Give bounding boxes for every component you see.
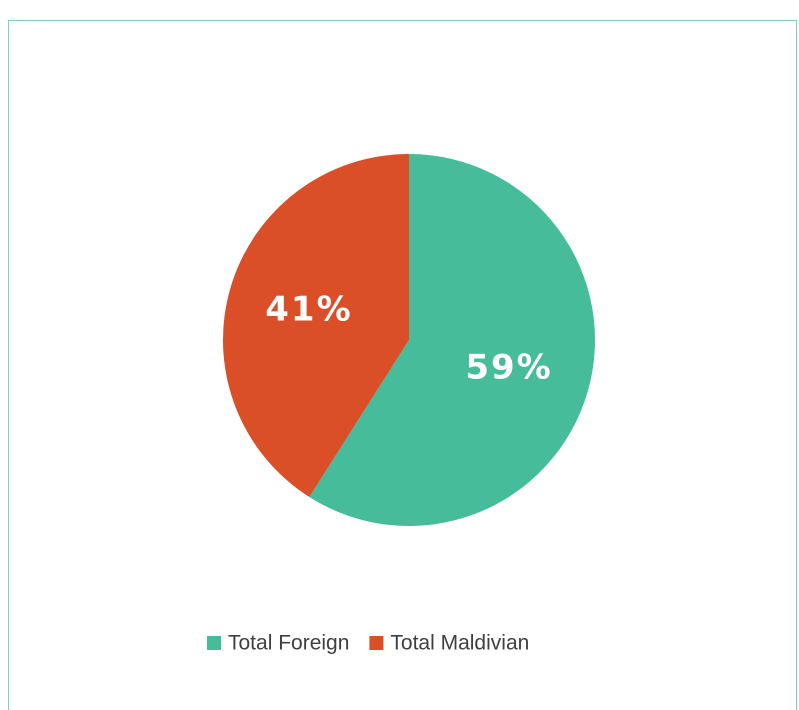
data-label: 59%: [465, 348, 552, 388]
legend-label: Total Foreign: [228, 632, 349, 655]
legend-label: Total Maldivian: [390, 632, 529, 655]
pie-slice: [309, 154, 595, 526]
legend-swatch: [369, 636, 384, 650]
data-label: 41%: [265, 289, 352, 329]
pie-slice: [222, 154, 409, 498]
legend-swatch: [207, 636, 221, 650]
